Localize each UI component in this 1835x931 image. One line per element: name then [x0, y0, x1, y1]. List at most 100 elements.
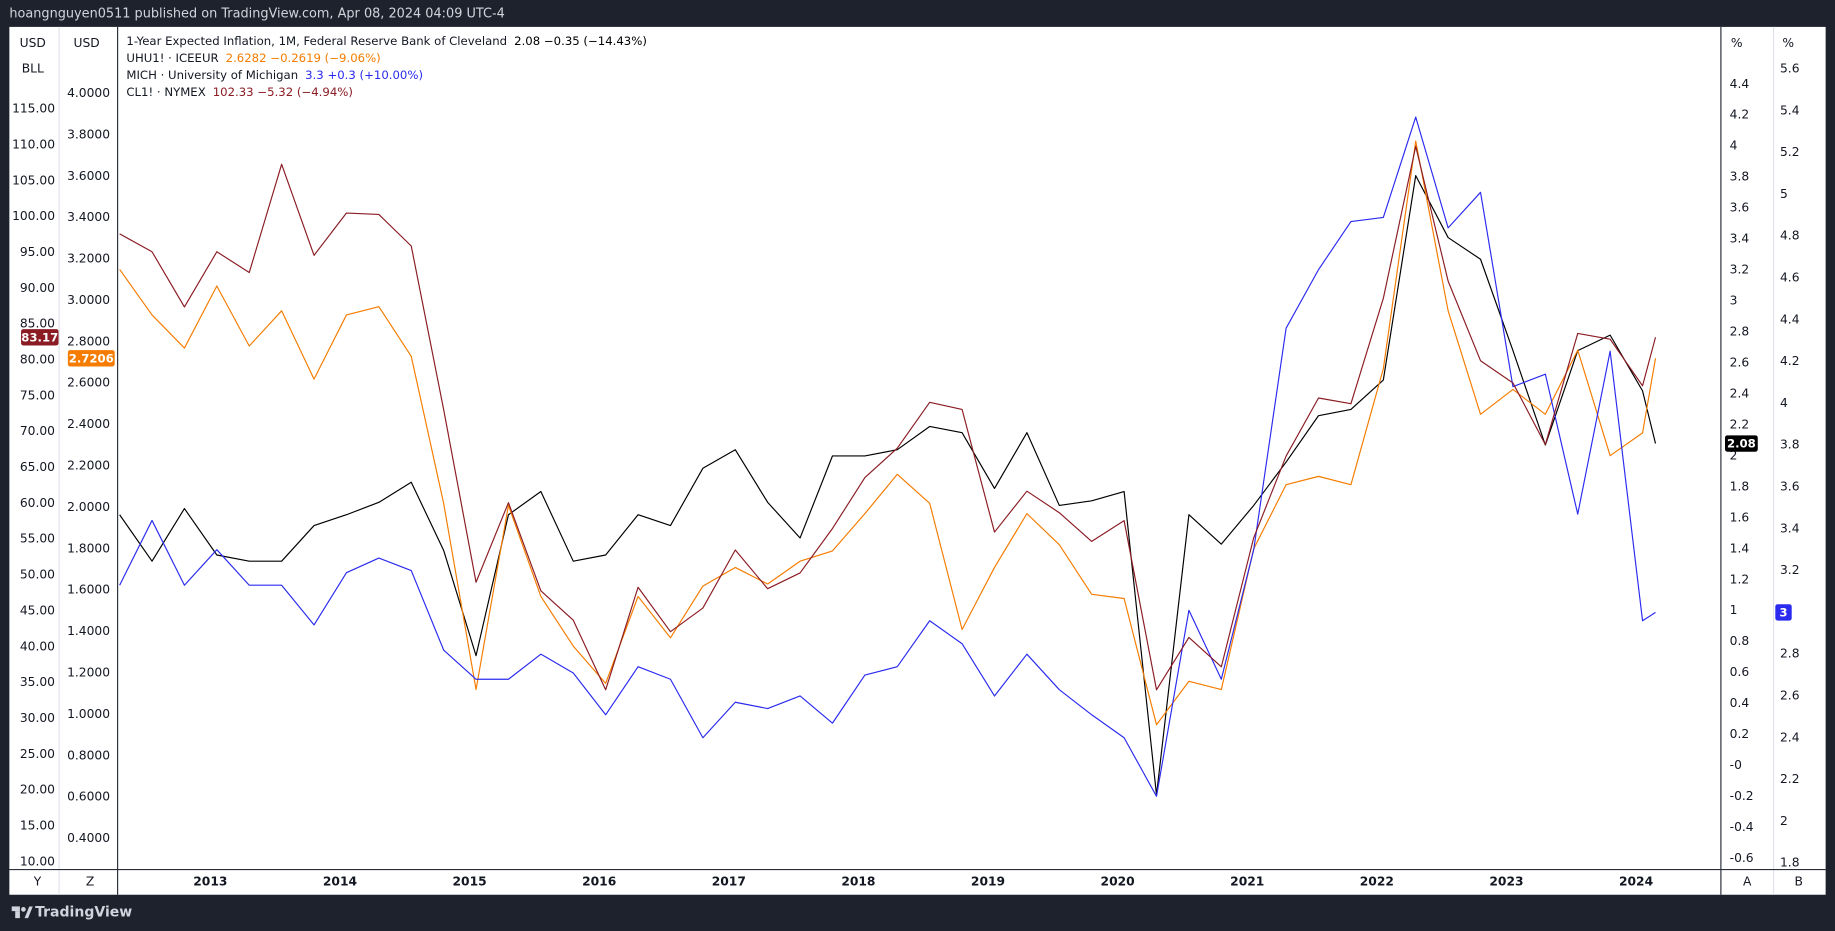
series-line: [119, 175, 1657, 796]
y-tick-label: 115.00: [12, 102, 55, 116]
y-tick-label: 2.8: [1780, 647, 1800, 661]
y-tick-label: 4.2: [1730, 108, 1750, 122]
y-tick-label: 80.00: [20, 353, 55, 367]
series-line: [119, 140, 1657, 726]
y-tick-label: 3.4: [1780, 521, 1800, 535]
x-tick-label: 2021: [1230, 874, 1264, 888]
y-tick-label: 0.6: [1730, 665, 1750, 679]
y-tick-label: 2: [1780, 814, 1788, 828]
y-tick-label: 2.2: [1780, 772, 1800, 786]
y-tick-label: 75.00: [20, 388, 55, 402]
price-tag-label: 2.7206: [69, 351, 114, 365]
y-tick-label: 50.00: [20, 568, 55, 582]
y-tick-label: 1.8000: [67, 541, 110, 555]
corner-label[interactable]: A: [1743, 874, 1752, 888]
y-tick-label: 85.00: [20, 317, 55, 331]
y-tick-label: 4.8: [1780, 229, 1800, 243]
y-tick-label: 110.00: [12, 137, 55, 151]
legend-quote: 2.08 −0.35 (−14.43%): [514, 33, 647, 47]
axis-unit: USD: [20, 36, 46, 50]
y-tick-label: 1: [1730, 603, 1738, 617]
y-tick-label: 3.0000: [67, 293, 110, 307]
corner-label[interactable]: Z: [86, 874, 94, 888]
y-tick-label: 2.6: [1730, 355, 1750, 369]
y-tick-label: 2.4: [1780, 730, 1800, 744]
y-tick-label: 2.6: [1780, 688, 1800, 702]
series-line: [119, 116, 1656, 797]
legend-entry: MICH · University of Michigan 3.3 +0.3 (+…: [126, 67, 423, 81]
y-tick-label: 3.2: [1730, 263, 1750, 277]
y-tick-label: 2.4: [1730, 386, 1750, 400]
y-tick-label: 1.4: [1730, 541, 1750, 555]
legend-quote: 102.33 −5.32 (−4.94%): [213, 84, 353, 98]
y-tick-label: 5: [1780, 187, 1788, 201]
panel: [9, 26, 1826, 895]
legend-name: MICH · University of Michigan: [126, 67, 298, 81]
legend-name: UHU1! · ICEEUR: [126, 50, 218, 64]
price-tag: [67, 350, 115, 367]
y-tick-label: 0.4: [1730, 696, 1750, 710]
x-tick-label: 2024: [1619, 874, 1653, 888]
y-tick-label: 1.2000: [67, 666, 110, 680]
x-tick-label: 2018: [841, 874, 875, 888]
y-tick-label: 5.6: [1780, 62, 1800, 76]
y-tick-label: 1.8: [1730, 479, 1750, 493]
y-tick-label: 35.00: [20, 675, 55, 689]
legend-name: 1-Year Expected Inflation, 1M, Federal R…: [126, 33, 507, 47]
price-tag: [1775, 604, 1792, 621]
legend-name: CL1! · NYMEX: [126, 84, 205, 98]
y-tick-label: 3.6000: [67, 169, 110, 183]
corner-label[interactable]: Y: [33, 874, 42, 888]
y-tick-label: -0.6: [1730, 851, 1754, 865]
series-line: [119, 145, 1657, 691]
y-tick-label: 3.4000: [67, 210, 110, 224]
y-tick-label: 5.2: [1780, 145, 1800, 159]
x-tick-label: 2017: [712, 874, 746, 888]
y-tick-label: 1.0000: [67, 707, 110, 721]
y-tick-label: 65.00: [20, 460, 55, 474]
y-tick-label: 0.6000: [67, 790, 110, 804]
y-tick-label: 2.2000: [67, 459, 110, 473]
y-tick-label: 45.00: [20, 603, 55, 617]
axis-unit: USD: [73, 36, 99, 50]
y-tick-label: 4: [1730, 139, 1738, 153]
y-tick-label: 95.00: [20, 245, 55, 259]
y-tick-label: 25.00: [20, 747, 55, 761]
y-tick-label: 4.4: [1780, 312, 1800, 326]
price-tag: [1724, 435, 1758, 452]
y-tick-label: 4.6: [1780, 271, 1800, 285]
x-tick-label: 2020: [1101, 874, 1135, 888]
x-tick-label: 2016: [582, 874, 616, 888]
y-tick-label: 60.00: [20, 496, 55, 510]
y-tick-label: 4.4: [1730, 77, 1750, 91]
y-tick-label: -0: [1730, 758, 1742, 772]
axis-unit: %: [1782, 36, 1794, 50]
price-tag-label: 3: [1779, 605, 1787, 619]
axis-sublabel: BLL: [22, 62, 44, 76]
y-tick-label: 0.8: [1730, 634, 1750, 648]
y-tick-label: 2.6000: [67, 376, 110, 390]
y-tick-label: -0.4: [1730, 820, 1754, 834]
y-tick-label: 2.2: [1730, 417, 1750, 431]
y-tick-label: 2.8: [1730, 325, 1750, 339]
corner-label[interactable]: B: [1795, 874, 1803, 888]
y-tick-label: 3.6: [1730, 201, 1750, 215]
y-tick-label: 2: [1730, 448, 1738, 462]
price-tag: [21, 329, 59, 346]
x-tick-label: 2013: [193, 874, 227, 888]
y-tick-label: 100.00: [12, 209, 55, 223]
y-tick-label: 3.8: [1780, 438, 1800, 452]
y-tick-label: 20.00: [20, 783, 55, 797]
y-tick-label: -0.2: [1730, 789, 1754, 803]
y-tick-label: 1.6000: [67, 583, 110, 597]
y-tick-label: 3.2000: [67, 252, 110, 266]
y-tick-label: 40.00: [20, 639, 55, 653]
x-tick-label: 2022: [1360, 874, 1394, 888]
y-tick-label: 90.00: [20, 281, 55, 295]
y-tick-label: 5.4: [1780, 103, 1800, 117]
legend-entry: 1-Year Expected Inflation, 1M, Federal R…: [126, 33, 647, 47]
brand-logo: [11, 906, 33, 919]
y-tick-label: 3.2: [1780, 563, 1800, 577]
